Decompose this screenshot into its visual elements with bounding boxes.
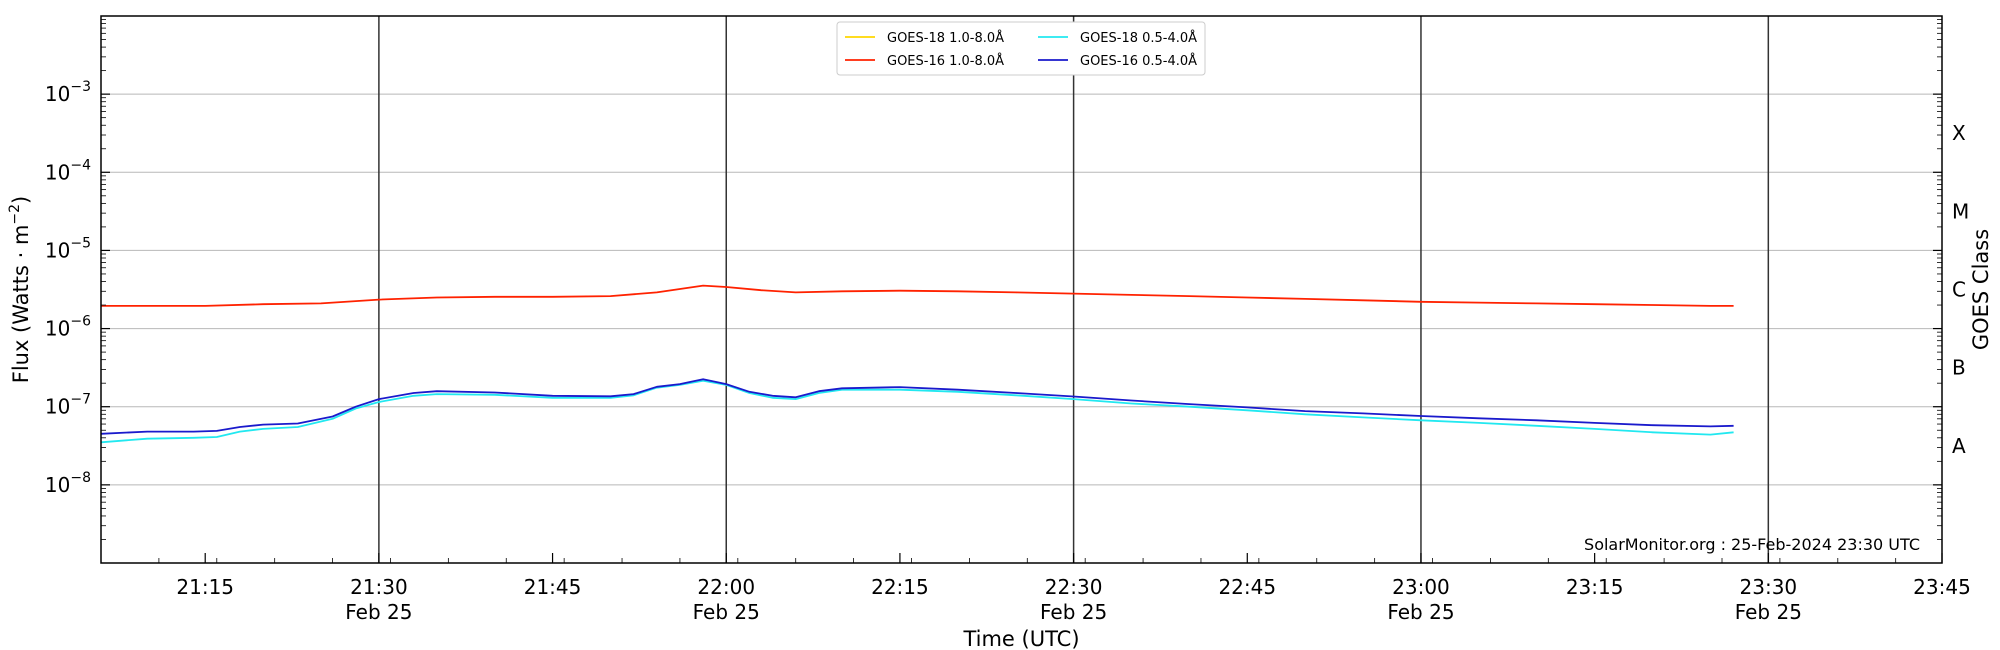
- y-axis-title: Flux (Watts · m−2): [7, 196, 33, 384]
- x-tick-date-label: Feb 25: [1735, 600, 1802, 624]
- x-tick-date-label: Feb 25: [693, 600, 760, 624]
- x-tick-label: 21:45: [524, 575, 582, 599]
- y-tick-label: 10−7: [45, 392, 91, 419]
- x-tick-label: 23:15: [1566, 575, 1624, 599]
- x-axis-title: Time (UTC): [962, 627, 1079, 650]
- series-line: [101, 284, 1734, 307]
- x-tick-label: 23:30: [1740, 575, 1798, 599]
- x-tick-label: 21:15: [176, 575, 234, 599]
- y-axis-title-exponent: −2: [7, 204, 23, 225]
- goes-class-label: A: [1952, 434, 1966, 458]
- y-tick-label: 10−4: [45, 157, 91, 184]
- x-tick-date-label: Feb 25: [1040, 600, 1107, 624]
- x-tick-label: 22:30: [1045, 575, 1103, 599]
- y-tick-exponent: −4: [70, 157, 91, 173]
- legend-box: [836, 21, 1206, 76]
- y-tick-exponent: −8: [70, 470, 91, 486]
- series-layer: [100, 284, 1734, 444]
- plot-frame: [100, 15, 1943, 564]
- y-axis-title-close: ): [9, 196, 33, 204]
- x-tick-label: 21:30: [350, 575, 408, 599]
- legend: GOES-18 1.0-8.0Å GOES-16 1.0-8.0Å GOES-18 …: [836, 21, 1206, 76]
- x-tick-date-label: Feb 25: [345, 600, 412, 624]
- series-line: [100, 378, 1734, 435]
- goes-class-label: B: [1952, 356, 1966, 380]
- y-tick-exponent: −7: [70, 392, 91, 408]
- x-tick-label: 23:45: [1913, 575, 1971, 599]
- y-tick-exponent: −6: [70, 314, 91, 330]
- y-tick-exponent: −3: [70, 79, 91, 95]
- x-tick-date-label: Feb 25: [1387, 600, 1454, 624]
- x-tick-label: 22:45: [1218, 575, 1276, 599]
- credit-text: SolarMonitor.org : 25-Feb-2024 23:30 UTC: [1584, 535, 1920, 554]
- x-tick-label: 22:00: [697, 575, 755, 599]
- y-axis-right-title: GOES Class: [1969, 229, 1993, 350]
- x-tick-label: 23:00: [1392, 575, 1450, 599]
- x-tick-label: 22:15: [871, 575, 929, 599]
- grid-layer: [101, 16, 1942, 563]
- legend-label: GOES-18 1.0-8.0Å: [887, 30, 1004, 46]
- legend-label: GOES-18 0.5-4.0Å: [1080, 30, 1197, 46]
- y-tick-exponent: −5: [70, 235, 91, 251]
- legend-label: GOES-16 0.5-4.0Å: [1080, 53, 1197, 69]
- goes-class-label: X: [1952, 121, 1966, 145]
- legend-label: GOES-16 1.0-8.0Å: [887, 53, 1004, 69]
- goes-class-label: M: [1952, 199, 1969, 223]
- series-line: [100, 379, 1734, 444]
- goes-class-label: C: [1952, 278, 1966, 302]
